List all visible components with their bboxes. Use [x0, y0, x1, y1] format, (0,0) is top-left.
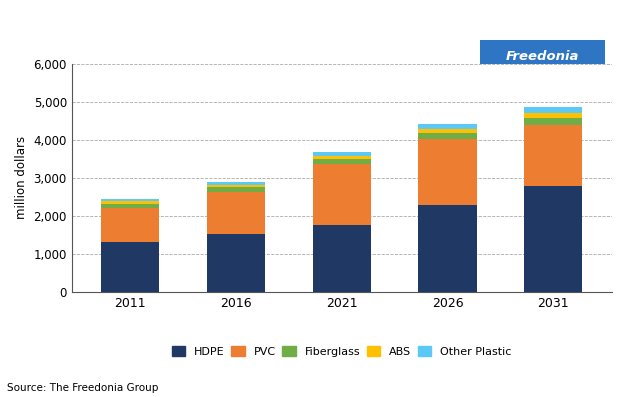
- Bar: [101, 198, 159, 201]
- Bar: [101, 204, 159, 208]
- Bar: [101, 242, 159, 292]
- Text: Plastic Storm & Sanitary Sewer Pipe Demand by Resin, 2011 – 2031: Plastic Storm & Sanitary Sewer Pipe Dema…: [7, 14, 444, 24]
- Bar: [313, 225, 371, 292]
- Bar: [418, 139, 477, 205]
- Bar: [207, 185, 265, 187]
- Bar: [418, 133, 477, 139]
- Bar: [101, 208, 159, 242]
- Bar: [101, 201, 159, 204]
- Bar: [524, 186, 582, 292]
- Bar: [418, 124, 477, 129]
- Bar: [313, 152, 371, 156]
- Bar: [524, 125, 582, 186]
- Bar: [418, 129, 477, 133]
- Text: (million dollars): (million dollars): [7, 35, 110, 45]
- Bar: [524, 113, 582, 118]
- Text: Freedonia: Freedonia: [506, 50, 580, 63]
- Bar: [313, 160, 371, 164]
- Y-axis label: million dollars: million dollars: [15, 136, 28, 219]
- Legend: HDPE, PVC, Fiberglass, ABS, Other Plastic: HDPE, PVC, Fiberglass, ABS, Other Plasti…: [168, 343, 515, 360]
- Bar: [207, 182, 265, 185]
- Bar: [207, 234, 265, 292]
- Text: Source: The Freedonia Group: Source: The Freedonia Group: [7, 383, 159, 393]
- Bar: [524, 118, 582, 125]
- Bar: [418, 205, 477, 292]
- Bar: [524, 107, 582, 113]
- Bar: [207, 187, 265, 192]
- Bar: [313, 164, 371, 225]
- Bar: [207, 192, 265, 234]
- Bar: [313, 156, 371, 160]
